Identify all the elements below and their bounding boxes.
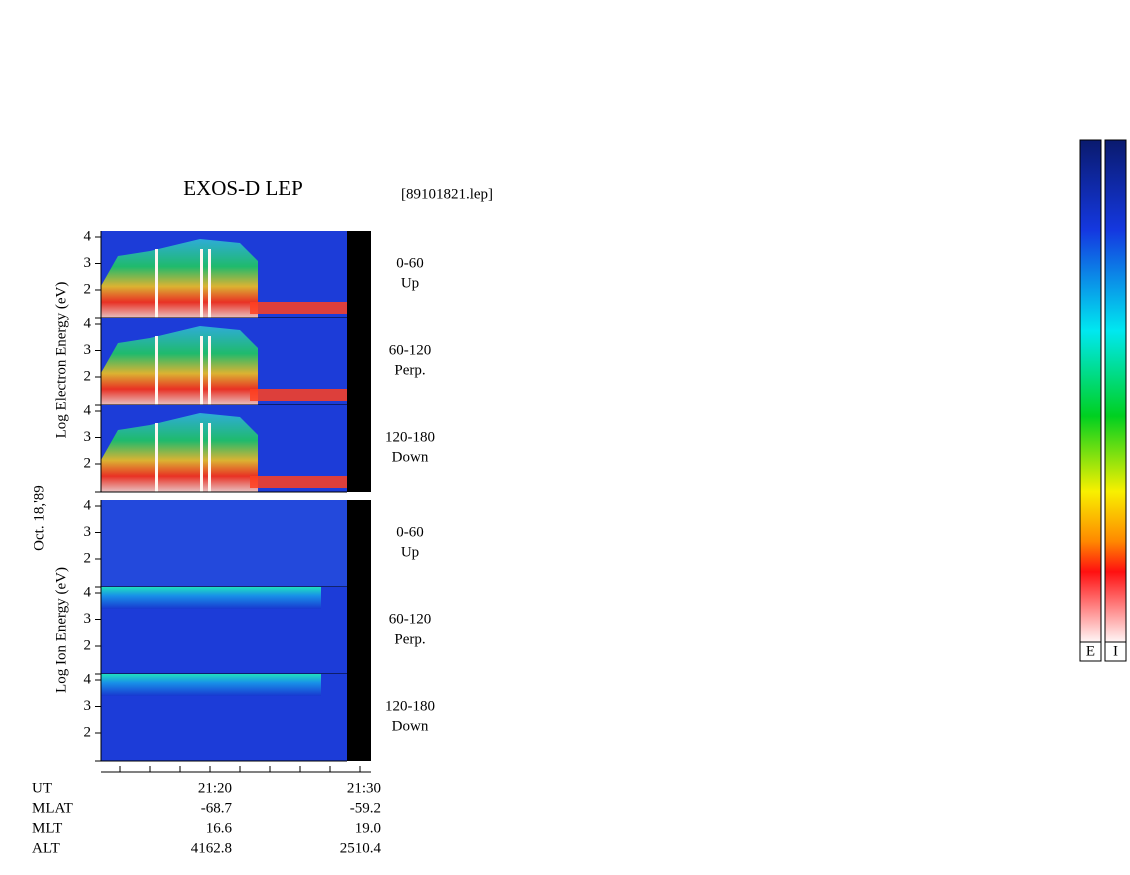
spike — [208, 336, 211, 405]
y-tick-label: 4 — [84, 497, 92, 513]
row-name: UT — [32, 780, 52, 796]
activity-region — [101, 239, 258, 318]
spike — [208, 249, 211, 318]
y-tick-label: 3 — [84, 255, 92, 271]
no-data — [347, 587, 371, 674]
color-bar — [1079, 139, 1102, 643]
file-name: [89101821.lep] — [401, 186, 493, 202]
row-value: 16.6 — [206, 820, 233, 836]
pitch-range: 0-60 — [396, 524, 424, 540]
row-value: 4162.8 — [191, 840, 232, 856]
y-tick-label: 4 — [84, 584, 92, 600]
no-data — [347, 674, 371, 761]
spike — [155, 249, 158, 318]
y-tick-label: 3 — [84, 611, 92, 627]
y-tick-label: 3 — [84, 429, 92, 445]
activity-region — [101, 413, 258, 492]
spike — [200, 249, 203, 318]
y-tick-label: 2 — [84, 455, 92, 471]
electron-axis-label: Log Electron Energy (eV) — [53, 282, 69, 439]
no-data — [347, 231, 371, 318]
no-data — [347, 405, 371, 492]
color-bar-label-box — [1104, 641, 1127, 662]
y-tick-label: 3 — [84, 698, 92, 714]
row-name: ALT — [32, 840, 60, 856]
row-value: 2510.4 — [340, 840, 382, 856]
row-value: 19.0 — [355, 820, 381, 836]
spike — [155, 423, 158, 492]
low-energy-band — [250, 389, 347, 401]
y-tick-label: 2 — [84, 281, 92, 297]
row-value: -59.2 — [350, 800, 381, 816]
title: EXOS-D LEP — [183, 176, 303, 200]
row-value: 21:30 — [347, 780, 381, 796]
pitch-range: 120-180 — [385, 698, 435, 714]
ion-axis-label: Log Ion Energy (eV) — [53, 567, 69, 693]
ion-band — [101, 587, 321, 609]
y-tick-label: 2 — [84, 368, 92, 384]
y-tick-label: 4 — [84, 315, 92, 331]
row-value: 21:20 — [198, 780, 232, 796]
direction: Up — [401, 544, 419, 560]
direction: Perp. — [394, 631, 425, 647]
spike — [208, 423, 211, 492]
direction: Up — [401, 275, 419, 291]
direction: Down — [392, 449, 429, 465]
y-tick-label: 2 — [84, 637, 92, 653]
spike — [200, 336, 203, 405]
low-energy-band — [250, 476, 347, 488]
y-tick-label: 3 — [84, 524, 92, 540]
color-bar-label-box — [1079, 641, 1102, 662]
color-bar — [1104, 139, 1127, 643]
row-name: MLAT — [32, 800, 73, 816]
y-tick-label: 4 — [84, 228, 92, 244]
row-name: MLT — [32, 820, 62, 836]
y-tick-label: 3 — [84, 342, 92, 358]
color-bar-label: E — [1086, 643, 1095, 659]
ion-band — [101, 674, 321, 696]
pitch-range: 60-120 — [389, 342, 432, 358]
low-energy-band — [250, 302, 347, 314]
y-tick-label: 2 — [84, 550, 92, 566]
spike — [155, 336, 158, 405]
y-tick-label: 2 — [84, 724, 92, 740]
direction: Down — [392, 718, 429, 734]
pitch-range: 0-60 — [396, 255, 424, 271]
y-tick-label: 4 — [84, 671, 92, 687]
y-tick-label: 4 — [84, 402, 92, 418]
noise — [101, 500, 347, 587]
pitch-range: 60-120 — [389, 611, 432, 627]
pitch-range: 120-180 — [385, 429, 435, 445]
spike — [200, 423, 203, 492]
activity-region — [101, 326, 258, 405]
row-value: -68.7 — [201, 800, 233, 816]
no-data — [347, 500, 371, 587]
color-bar-label: I — [1113, 643, 1118, 659]
no-data — [347, 318, 371, 405]
direction: Perp. — [394, 362, 425, 378]
date-label: Oct. 18,'89 — [31, 485, 47, 551]
